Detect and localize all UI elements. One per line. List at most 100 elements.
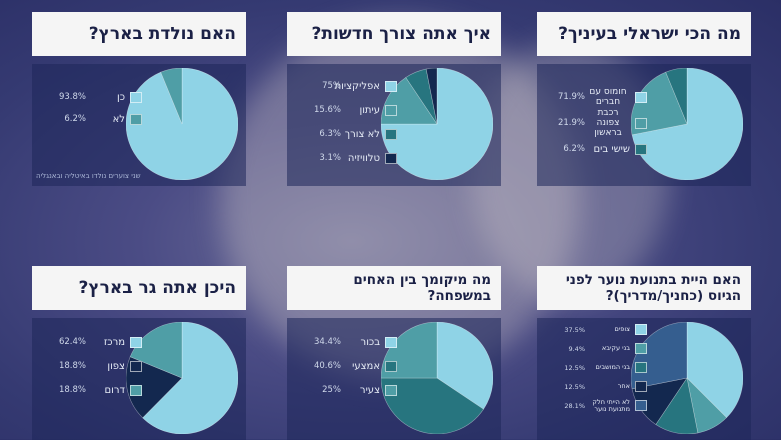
chart-legend: חומוס עם חברים 71.9% רכבת צפונה בראשון 21.9… [543,84,647,162]
legend-label: צפון [107,360,125,372]
legend-item: בכור 34.4% [293,330,397,354]
chart-panel: האם היית בתנועת נוער לפני הגיוס (כחניך/מ… [537,266,751,440]
legend-value: 71.9% [557,92,585,102]
legend-item: שישי בים 6.2% [543,136,647,162]
legend-label: אפליקציות [334,80,380,92]
chart-title-text: היכן אתה גר בארץ? [78,277,236,298]
legend-value: 34.4% [313,337,341,347]
legend-swatch [385,80,397,92]
legend-swatch [130,91,142,103]
pie-slice [129,322,183,379]
chart-title: האם היית בתנועת נוער לפני הגיוס (כחניך/מ… [537,266,751,310]
chart-body: צופים 37.5% בני עקיבא 9.4% בני המושבים 12.5% א… [537,318,751,440]
legend-value: 75% [322,81,341,91]
legend-swatch [385,152,397,164]
legend-swatch [385,336,397,348]
chart-legend: מרכז 62.4% צפון 18.8% דרום 18.8% [38,330,142,402]
chart-title-text: מה מיקומך בין האחים במשפחה? [353,272,491,304]
legend-swatch [635,343,647,354]
legend-value: 12.5% [564,382,585,391]
legend-value: 18.8% [58,385,86,395]
chart-title: איך אתה צורך חדשות? [287,12,501,56]
chart-title-text: איך אתה צורך חדשות? [311,23,492,44]
legend-value: 28.1% [564,401,585,410]
pie-chart [631,68,743,180]
legend-value: 3.1% [319,153,341,163]
chart-title-text: האם היית בתנועת נוער לפני הגיוס (כחניך/מ… [565,272,741,304]
legend-swatch [635,400,647,411]
legend-item: אפליקציות 75% [293,74,397,98]
chart-panel: מה הכי ישראלי בעיניך? חומוס עם חברים 71.9%… [537,12,751,186]
chart-title-text: מה הכי ישראלי בעיניך? [558,23,741,44]
legend-item: אחר 12.5% [543,377,647,396]
legend-value: 18.8% [58,361,86,371]
legend-swatch [635,117,647,129]
legend-swatch [635,324,647,335]
pie-chart [126,68,238,180]
legend-label: לא [112,113,125,125]
chart-title: מה מיקומך בין האחים במשפחה? [287,266,501,310]
pie-slice [160,68,183,125]
pie-slice [381,377,484,434]
legend-swatch [635,381,647,392]
pie-slice [686,377,727,434]
legend-label: טלוויזיה [347,152,380,164]
legend-swatch [385,128,397,140]
chart-panel: מה מיקומך בין האחים במשפחה? בכור 34.4% אמצע… [287,266,501,440]
pie-slice [405,68,438,125]
legend-item: מרכז 62.4% [38,330,142,354]
legend-value: 6.2% [563,144,585,154]
chart-panel: איך אתה צורך חדשות? אפליקציות 75% עיתון 15.6… [287,12,501,186]
legend-value: 15.6% [313,105,341,115]
pie-slice [142,322,238,434]
legend-label: רכבת צפונה בראשון [594,108,622,138]
legend-label: עיתון [359,104,380,116]
legend-label: אמצעי [352,360,380,372]
legend-value: 25% [322,385,341,395]
legend-label: בכור [360,336,380,348]
chart-title-text: האם נולדת בארץ? [88,23,236,44]
legend-item: לא 6.2% [38,108,142,130]
legend-label: כן [116,91,125,103]
chart-footnote: שני צוערים נולדו באיטליה ובאנגליה [36,172,141,180]
chart-body: בכור 34.4% אמצעי 40.6% צעיר 25% [287,318,501,440]
pie-slice [425,68,438,125]
legend-item: צעיר 25% [293,378,397,402]
legend-swatch [130,336,142,348]
chart-body: מרכז 62.4% צפון 18.8% דרום 18.8% [32,318,246,440]
chart-legend: כן 93.8% לא 6.2% [38,86,142,130]
chart-body: כן 93.8% לא 6.2% שני צוערים נולדו באיטליה וב… [32,64,246,186]
chart-body: חומוס עם חברים 71.9% רכבת צפונה בראשון 21.9… [537,64,751,186]
legend-label: אחר [617,382,630,390]
legend-swatch [385,360,397,372]
legend-label: צופים [614,325,630,333]
chart-body: אפליקציות 75% עיתון 15.6% לא צורך 6.3% טלוויזי… [287,64,501,186]
legend-value: 21.9% [557,118,585,128]
legend-label: דרום [104,384,125,396]
legend-swatch [130,384,142,396]
legend-label: בני המושבים [595,363,630,371]
pie-slice [665,68,688,125]
chart-panel: היכן אתה גר בארץ? מרכז 62.4% צפון 18.8% דרום 1… [32,266,246,440]
pie-slice [631,68,743,180]
legend-value: 6.2% [64,114,86,124]
legend-item: חומוס עם חברים 71.9% [543,84,647,110]
legend-swatch [635,362,647,373]
legend-label: בני עקיבא [601,344,630,352]
pie-chart [381,68,493,180]
legend-label: לא צורך [344,128,380,140]
pie-slice [126,68,238,180]
chart-legend: אפליקציות 75% עיתון 15.6% לא צורך 6.3% טלוויזי… [293,74,397,170]
pie-slice [686,322,743,418]
pie-chart [126,322,238,434]
legend-label: שישי בים [593,143,630,155]
legend-swatch [385,104,397,116]
legend-value: 12.5% [564,363,585,372]
legend-item: אמצעי 40.6% [293,354,397,378]
legend-item: בני המושבים 12.5% [543,358,647,377]
pie-chart [381,322,493,434]
legend-item: בני עקיבא 9.4% [543,339,647,358]
legend-value: 93.8% [58,92,86,102]
legend-value: 62.4% [58,337,86,347]
legend-item: צופים 37.5% [543,320,647,339]
